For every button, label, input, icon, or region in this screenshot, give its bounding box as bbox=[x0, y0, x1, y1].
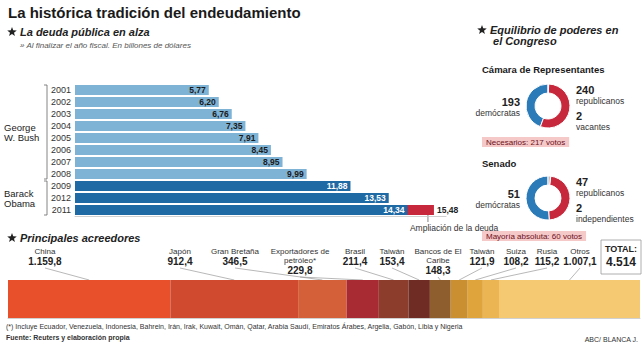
svg-text:La deuda pública en alza: La deuda pública en alza bbox=[20, 26, 150, 38]
svg-text:5,77: 5,77 bbox=[189, 85, 206, 95]
svg-text:George: George bbox=[4, 121, 39, 133]
svg-text:TOTAL:: TOTAL: bbox=[605, 244, 637, 254]
svg-text:14,34: 14,34 bbox=[383, 205, 405, 215]
svg-text:7,35: 7,35 bbox=[226, 121, 243, 131]
svg-text:Ampliación de la deuda: Ampliación de la deuda bbox=[409, 222, 499, 233]
svg-text:petróleo*: petróleo* bbox=[284, 256, 316, 265]
svg-text:2006: 2006 bbox=[51, 145, 71, 155]
svg-text:211,4: 211,4 bbox=[343, 256, 368, 267]
svg-text:2007: 2007 bbox=[51, 157, 71, 167]
svg-text:republicanos: republicanos bbox=[576, 188, 624, 198]
svg-text:346,5: 346,5 bbox=[222, 256, 247, 267]
svg-text:7,91: 7,91 bbox=[239, 133, 256, 143]
svg-text:Rusia: Rusia bbox=[537, 247, 558, 256]
svg-text:Brasil: Brasil bbox=[345, 247, 365, 256]
svg-text:2011: 2011 bbox=[52, 205, 71, 215]
svg-text:1.159,8: 1.159,8 bbox=[28, 256, 62, 267]
svg-text:Caribe: Caribe bbox=[426, 256, 450, 265]
svg-text:2004: 2004 bbox=[51, 121, 71, 131]
svg-text:4.514: 4.514 bbox=[606, 255, 636, 269]
svg-text:2012: 2012 bbox=[51, 193, 71, 203]
svg-text:8,95: 8,95 bbox=[263, 157, 280, 167]
svg-text:Exportadores de: Exportadores de bbox=[271, 247, 330, 256]
svg-text:2: 2 bbox=[576, 110, 582, 122]
svg-text:Bancos de El: Bancos de El bbox=[414, 247, 461, 256]
svg-text:Principales acreedores: Principales acreedores bbox=[20, 232, 140, 244]
svg-text:2008: 2008 bbox=[51, 169, 71, 179]
svg-text:Equilibrio de poderes en: Equilibrio de poderes en bbox=[490, 23, 619, 36]
svg-text:demócratas: demócratas bbox=[476, 200, 520, 210]
svg-text:vacantes: vacantes bbox=[576, 122, 610, 132]
svg-text:2002: 2002 bbox=[51, 97, 71, 107]
svg-text:Mayoría absoluta: 60 votos: Mayoría absoluta: 60 votos bbox=[486, 232, 582, 241]
svg-text:el Congreso: el Congreso bbox=[490, 35, 557, 47]
svg-text:240: 240 bbox=[576, 84, 594, 96]
svg-text:47: 47 bbox=[576, 176, 588, 188]
svg-text:153,4: 153,4 bbox=[379, 256, 404, 267]
svg-text:6,76: 6,76 bbox=[212, 109, 229, 119]
svg-text:demócratas: demócratas bbox=[476, 108, 520, 118]
svg-text:» Al finalizar el año fiscal.: » Al finalizar el año fiscal. En billone… bbox=[20, 41, 191, 50]
svg-text:Otros: Otros bbox=[570, 247, 590, 256]
svg-text:2003: 2003 bbox=[51, 109, 71, 119]
svg-text:6,20: 6,20 bbox=[199, 97, 216, 107]
svg-text:9,99: 9,99 bbox=[287, 169, 304, 179]
svg-text:148,3: 148,3 bbox=[425, 265, 450, 276]
svg-text:8,45: 8,45 bbox=[251, 145, 268, 155]
svg-text:Fuente: Reuters y elaboración: Fuente: Reuters y elaboración propia bbox=[6, 334, 130, 342]
svg-text:912,4: 912,4 bbox=[167, 256, 192, 267]
svg-text:2005: 2005 bbox=[51, 133, 71, 143]
svg-text:115,2: 115,2 bbox=[535, 256, 560, 267]
svg-text:Cámara de Representantes: Cámara de Representantes bbox=[482, 64, 605, 75]
svg-text:2: 2 bbox=[576, 202, 582, 214]
svg-text:Obama: Obama bbox=[4, 198, 36, 209]
svg-text:Japón: Japón bbox=[169, 247, 191, 256]
svg-text:2009: 2009 bbox=[51, 181, 71, 191]
svg-text:13,53: 13,53 bbox=[364, 193, 386, 203]
svg-text:51: 51 bbox=[508, 188, 520, 200]
svg-text:republicanos: republicanos bbox=[576, 96, 624, 106]
svg-text:11,88: 11,88 bbox=[327, 181, 348, 191]
svg-text:2001: 2001 bbox=[51, 85, 71, 95]
svg-text:Gran Bretaña: Gran Bretaña bbox=[211, 247, 260, 256]
svg-text:Taiwán: Taiwán bbox=[380, 247, 405, 256]
svg-text:ABC/ BLANCA J.: ABC/ BLANCA J. bbox=[585, 336, 638, 343]
svg-text:1.007,1: 1.007,1 bbox=[563, 256, 597, 267]
svg-text:108,2: 108,2 bbox=[503, 256, 528, 267]
svg-text:193: 193 bbox=[502, 96, 520, 108]
svg-text:121,9: 121,9 bbox=[469, 256, 494, 267]
svg-text:La histórica tradición del end: La histórica tradición del endeudamiento bbox=[8, 4, 301, 21]
svg-text:229,8: 229,8 bbox=[287, 265, 312, 276]
svg-text:Suiza: Suiza bbox=[506, 247, 527, 256]
svg-text:independientes: independientes bbox=[576, 214, 634, 224]
svg-text:15,48: 15,48 bbox=[437, 205, 459, 215]
svg-text:(*) Incluye Ecuador, Venezuela: (*) Incluye Ecuador, Venezuela, Indonesi… bbox=[6, 322, 463, 331]
svg-text:Senado: Senado bbox=[482, 158, 517, 169]
svg-text:W. Bush: W. Bush bbox=[4, 132, 39, 143]
svg-text:China: China bbox=[35, 247, 56, 256]
svg-text:Barack: Barack bbox=[4, 187, 37, 199]
svg-text:Necesarios: 217 votos: Necesarios: 217 votos bbox=[486, 138, 565, 147]
svg-text:Taiwán: Taiwán bbox=[470, 247, 495, 256]
